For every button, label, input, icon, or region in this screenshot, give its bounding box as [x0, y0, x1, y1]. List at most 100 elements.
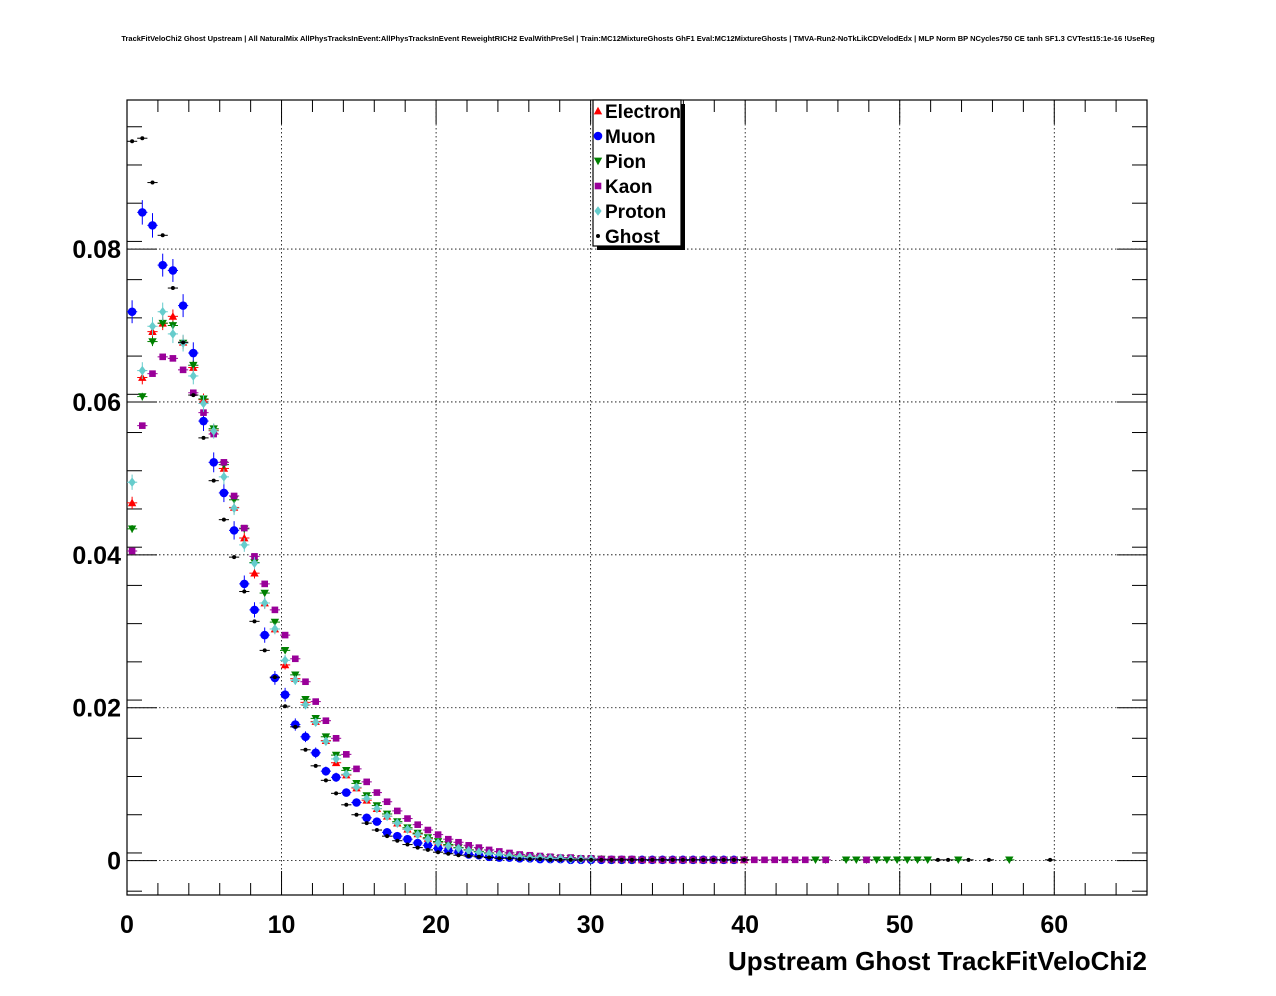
data-point: [261, 580, 268, 588]
data-point: [599, 857, 604, 862]
legend-label: Electron: [605, 102, 681, 123]
data-point: [250, 568, 259, 577]
data-point: [311, 748, 321, 758]
x-axis-title: Upstream Ghost TrackFitVeloChi2: [728, 946, 1147, 976]
data-point: [283, 704, 288, 709]
data-point: [761, 856, 768, 864]
data-point: [946, 857, 951, 862]
legend-marker: [593, 131, 603, 141]
data-point: [495, 849, 503, 860]
data-point: [281, 655, 289, 666]
y-tick-label: 0.02: [72, 695, 121, 723]
data-point: [456, 853, 461, 858]
y-tick-label: 0.04: [72, 542, 121, 570]
data-point: [189, 361, 198, 370]
data-point: [811, 856, 820, 865]
data-point: [127, 307, 137, 317]
data-point: [497, 856, 502, 861]
data-points: [127, 136, 1056, 865]
data-point: [301, 695, 310, 704]
data-point: [291, 671, 300, 680]
legend-marker: [594, 182, 602, 190]
data-point: [354, 812, 359, 817]
data-point: [210, 426, 218, 436]
axis-ticks: [126, 100, 1148, 895]
data-point: [363, 793, 371, 804]
data-point: [680, 857, 685, 862]
data-point: [721, 857, 726, 862]
data-point: [507, 856, 512, 861]
data-point: [148, 321, 157, 332]
data-point: [130, 139, 135, 144]
series-muon: [127, 200, 739, 865]
data-point: [303, 747, 308, 752]
data-point: [751, 856, 758, 864]
data-point: [201, 435, 206, 440]
data-point: [241, 524, 248, 532]
data-point: [385, 834, 390, 839]
data-point: [292, 655, 299, 663]
data-point: [548, 857, 553, 862]
data-point: [619, 857, 624, 862]
data-point: [160, 233, 165, 238]
data-point: [148, 338, 157, 346]
legend-marker: [593, 106, 603, 115]
data-point: [852, 856, 861, 865]
legend-label: Kaon: [605, 177, 653, 198]
data-point: [189, 371, 197, 381]
data-point: [149, 370, 156, 377]
data-point: [332, 754, 340, 764]
data-point: [293, 724, 298, 729]
data-point: [568, 857, 573, 862]
data-point: [404, 815, 411, 822]
data-point: [393, 831, 402, 841]
legend-marker: [596, 234, 600, 238]
data-point: [954, 856, 963, 865]
data-point: [251, 553, 258, 560]
data-point: [344, 802, 349, 807]
data-point: [321, 766, 331, 776]
data-point: [373, 789, 381, 796]
data-point: [322, 736, 330, 747]
data-point: [711, 857, 716, 862]
data-point: [436, 850, 441, 855]
data-point: [200, 409, 207, 416]
data-point: [169, 355, 177, 362]
data-point: [781, 856, 789, 864]
data-point: [405, 842, 410, 847]
legend-entries: Electron Muon Pion Kaon Proton Ghost: [593, 102, 681, 248]
data-point: [382, 828, 392, 837]
data-point: [128, 477, 136, 488]
data-point: [364, 821, 369, 826]
data-point: [220, 472, 228, 482]
data-point: [138, 393, 147, 401]
data-point: [170, 286, 175, 291]
data-point: [466, 854, 471, 859]
data-point: [334, 791, 339, 796]
data-point: [168, 312, 178, 320]
data-point: [1005, 856, 1014, 865]
data-point: [127, 498, 137, 507]
data-point: [527, 857, 532, 862]
data-point: [240, 579, 249, 589]
data-point: [670, 857, 675, 862]
data-point: [383, 811, 391, 822]
data-point: [454, 843, 463, 854]
data-point: [199, 398, 208, 409]
data-point: [232, 555, 237, 560]
data-point: [127, 525, 137, 534]
data-point: [128, 547, 136, 555]
data-point: [352, 782, 361, 793]
x-tick-label: 0: [120, 911, 134, 939]
data-point: [250, 558, 259, 569]
data-point: [260, 589, 269, 598]
data-point: [313, 763, 318, 768]
data-point: [609, 857, 614, 862]
data-point: [168, 266, 178, 275]
x-tick-label: 50: [886, 911, 914, 939]
data-point: [444, 841, 452, 851]
x-tick-label: 10: [268, 911, 296, 939]
data-point: [475, 847, 483, 857]
data-point: [476, 854, 481, 859]
